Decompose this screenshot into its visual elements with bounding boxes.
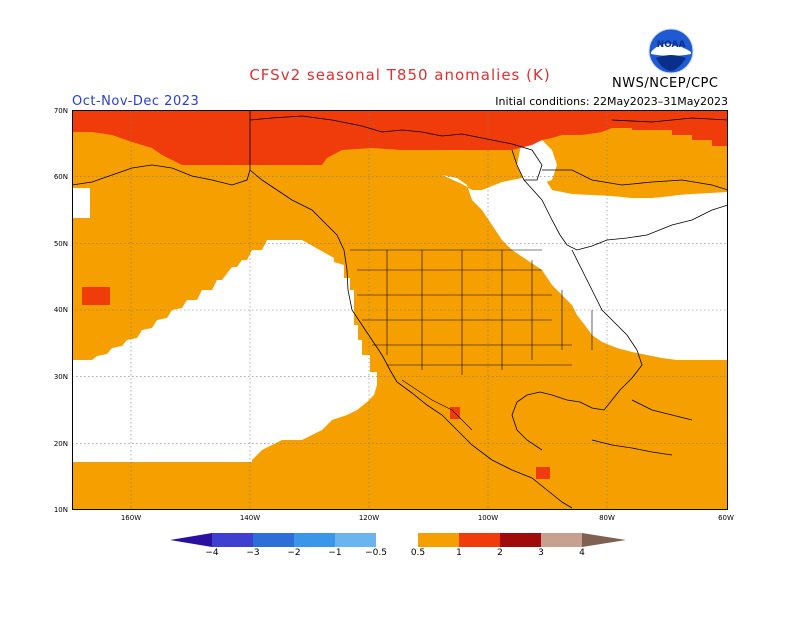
colorbar-label-m05: −0.5 xyxy=(365,548,387,558)
lon-label-60w: 60W xyxy=(718,514,734,522)
svg-text:NOAA: NOAA xyxy=(657,40,686,50)
map-title: CFSv2 seasonal T850 anomalies (K) xyxy=(249,66,551,84)
colorbar-label-05: 0.5 xyxy=(410,548,426,558)
lat-label-10n: 10N xyxy=(53,506,68,514)
anomaly-map xyxy=(72,110,728,510)
colorbar-label-3: 3 xyxy=(538,548,544,558)
lon-label-80w: 80W xyxy=(599,514,615,522)
colorbar-label-4: 4 xyxy=(579,548,585,558)
graticule xyxy=(72,110,728,510)
colorbar-bin-neutral xyxy=(376,533,418,547)
colorbar-bin-1-05 xyxy=(335,533,376,547)
anomaly-field-1-2-arctic xyxy=(72,110,728,165)
initial-conditions: Initial conditions: 22May2023–31May2023 xyxy=(495,95,728,108)
noaa-logo-icon: NOAA xyxy=(648,28,694,74)
colorbar-bin-3-2 xyxy=(253,533,294,547)
lat-label-50n: 50N xyxy=(53,240,68,248)
lon-label-160w: 160W xyxy=(120,514,142,522)
neutral-region-pacific xyxy=(72,240,377,462)
colorbar-bin-4-3 xyxy=(212,533,253,547)
colorbar-bin-gt-4 xyxy=(582,533,626,547)
anomaly-field-1-2-central-america xyxy=(536,467,550,479)
forecast-period: Oct-Nov-Dec 2023 xyxy=(72,94,200,109)
lat-label-30n: 30N xyxy=(53,373,68,381)
neutral-region-hudson xyxy=(517,140,557,185)
neutral-patch-west xyxy=(72,188,90,218)
lat-label-40n: 40N xyxy=(53,306,68,314)
lat-label-70n: 70N xyxy=(53,107,68,115)
agency-label: NWS/NCEP/CPC xyxy=(612,76,719,91)
coastlines xyxy=(72,110,728,509)
colorbar-label-m2: −2 xyxy=(287,548,301,558)
neutral-region-east xyxy=(442,175,728,360)
color-bar xyxy=(170,533,626,547)
colorbar-bin-2-1 xyxy=(294,533,335,547)
colorbar-label-1: 1 xyxy=(456,548,462,558)
lat-label-20n: 20N xyxy=(53,440,68,448)
anomaly-field-1-2-pacific xyxy=(82,287,110,305)
colorbar-bin-05-1 xyxy=(418,533,459,547)
colorbar-label-m3: −3 xyxy=(246,548,260,558)
political-boundaries xyxy=(350,249,593,431)
lon-label-120w: 120W xyxy=(358,514,380,522)
colorbar-bin-2-3 xyxy=(500,533,541,547)
colorbar-label-2: 2 xyxy=(497,548,503,558)
colorbar-bin-3-4 xyxy=(541,533,582,547)
map-frame xyxy=(72,110,728,510)
colorbar-bin-lt-4 xyxy=(170,533,212,547)
colorbar-bin-1-2 xyxy=(459,533,500,547)
lon-label-140w: 140W xyxy=(239,514,261,522)
lat-label-60n: 60N xyxy=(53,173,68,181)
anomaly-field-greenland xyxy=(532,130,728,196)
lon-label-100w: 100W xyxy=(477,514,499,522)
colorbar-label-m1: −1 xyxy=(328,548,342,558)
colorbar-label-m4: −4 xyxy=(205,548,219,558)
